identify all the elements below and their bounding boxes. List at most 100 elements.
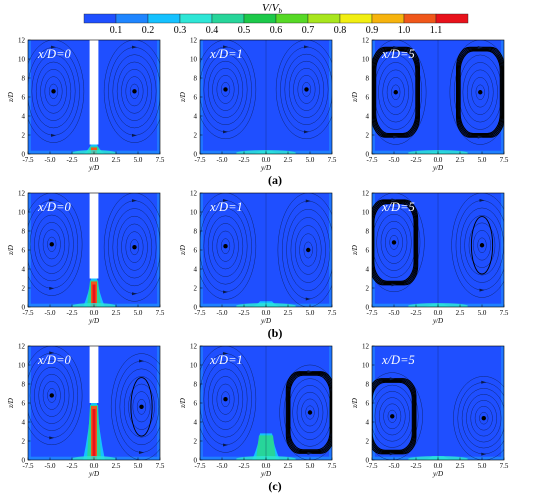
vortex-center — [306, 247, 311, 253]
panel: x/D=5 0 2 4 6 8 10 12 -7.5 -5.0 -2.5 0.0 2.5 5.0 7.5 y/… — [351, 343, 509, 479]
streamline — [380, 220, 408, 264]
streamline — [382, 69, 409, 116]
streamline — [479, 411, 489, 425]
streamline — [132, 391, 151, 423]
streamline — [470, 399, 497, 437]
streamline — [42, 381, 61, 410]
colorbar-tick-label: 1.1 — [430, 25, 443, 36]
y-tick-label: 2 — [194, 438, 198, 446]
streamline — [299, 233, 318, 267]
streamline — [372, 40, 427, 145]
streamline — [112, 54, 157, 129]
x-tick-label: 7.5 — [156, 309, 165, 317]
vortex-center — [223, 87, 228, 92]
streamline — [116, 61, 153, 121]
streamline — [455, 200, 504, 291]
streamline — [453, 376, 504, 460]
y-tick-label: 4 — [194, 266, 198, 274]
vortex-center — [390, 414, 395, 419]
side-wall-band — [157, 346, 160, 460]
y-tick-label: 4 — [22, 266, 26, 274]
y-axis-label: z/D — [179, 398, 187, 409]
x-axis-label: y/D — [260, 164, 271, 172]
vortex-center — [478, 90, 483, 95]
y-tick-label: 2 — [366, 285, 370, 293]
x-tick-label: 0.0 — [434, 156, 443, 164]
y-tick-label: 0 — [22, 304, 26, 312]
streamline — [119, 368, 160, 446]
y-axis-label: z/D — [179, 245, 187, 256]
streamline — [207, 215, 244, 277]
y-tick-label: 10 — [362, 362, 370, 370]
x-tick-label: -2.5 — [410, 309, 422, 317]
strong-vortex-core — [375, 50, 417, 135]
streamline — [207, 368, 244, 430]
y-tick-label: 4 — [22, 113, 26, 121]
y-tick-label: 0 — [194, 457, 198, 465]
streamline — [372, 372, 423, 460]
streamline-arrow — [51, 45, 57, 49]
streamline — [216, 230, 235, 262]
y-tick-label: 8 — [366, 75, 370, 83]
streamline-arrow — [479, 288, 485, 292]
colorbar-cell — [307, 13, 341, 24]
x-tick-label: 7.5 — [500, 462, 509, 470]
streamline — [303, 241, 313, 259]
y-tick-label: 6 — [366, 400, 370, 408]
x-tick-label: -7.5 — [366, 156, 378, 164]
colorbar-tick-label: 0.9 — [366, 25, 379, 36]
streamline — [47, 236, 57, 252]
y-tick-label: 2 — [194, 132, 198, 140]
colorbar-cell — [275, 13, 309, 24]
x-axis-label: y/D — [432, 164, 443, 172]
y-tick-label: 10 — [190, 56, 198, 64]
x-tick-label: 7.5 — [156, 156, 165, 164]
strong-vortex-core — [459, 50, 501, 135]
section-label: x/D=5 — [381, 353, 415, 367]
y-tick-label: 12 — [18, 190, 26, 198]
x-tick-label: 0.0 — [262, 309, 271, 317]
side-wall-band — [157, 40, 160, 154]
y-tick-label: 6 — [194, 94, 198, 102]
y-tick-label: 4 — [22, 419, 26, 427]
y-tick-label: 0 — [22, 457, 26, 465]
y-axis-label: z/D — [351, 245, 359, 256]
streamline — [207, 61, 244, 118]
streamline — [200, 193, 257, 300]
streamline — [116, 216, 153, 279]
streamline — [203, 360, 248, 438]
panel: x/D=1 0 2 4 6 8 10 12 -7.5 -5.0 -2.5 0.0 2.5 5.0 7.5 y/… — [179, 37, 337, 173]
streamline — [129, 239, 140, 256]
x-tick-label: -2.5 — [238, 462, 250, 470]
x-tick-label: 7.5 — [328, 156, 337, 164]
section-label: x/D=5 — [381, 200, 415, 214]
streamline — [200, 40, 257, 139]
streamline-arrow — [223, 130, 229, 134]
streamline — [281, 201, 332, 299]
streamline-arrow — [49, 351, 55, 355]
streamline — [389, 235, 399, 250]
streamline-arrow — [481, 452, 487, 456]
x-tick-label: 5.0 — [134, 156, 143, 164]
x-axis-label: y/D — [260, 317, 271, 325]
colorbar-cell — [115, 13, 149, 24]
strong-vortex-core — [288, 373, 332, 452]
streamline-arrow — [393, 45, 399, 49]
section-label: x/D=1 — [209, 47, 243, 61]
y-tick-label: 12 — [362, 37, 370, 45]
x-tick-label: -2.5 — [410, 462, 422, 470]
x-tick-label: -7.5 — [366, 309, 378, 317]
streamline — [467, 69, 494, 116]
colorbar-tick-label: 0.8 — [334, 25, 347, 36]
panel: x/D=5 0 2 4 6 8 10 12 -7.5 -5.0 -2.5 0.0 2.5 5.0 7.5 y/… — [351, 190, 509, 326]
x-tick-label: 2.5 — [112, 462, 121, 470]
x-tick-label: 5.0 — [478, 156, 487, 164]
streamline-arrow — [307, 451, 313, 455]
panel: x/D=1 0 2 4 6 8 10 12 -7.5 -5.0 -2.5 0.0 2.5 5.0 7.5 y/… — [179, 190, 337, 326]
y-tick-label: 10 — [362, 56, 370, 64]
x-tick-label: -5.0 — [44, 309, 56, 317]
streamline — [200, 353, 252, 446]
streamline — [296, 391, 324, 434]
colorbar-tick-label: 0.7 — [302, 25, 315, 36]
